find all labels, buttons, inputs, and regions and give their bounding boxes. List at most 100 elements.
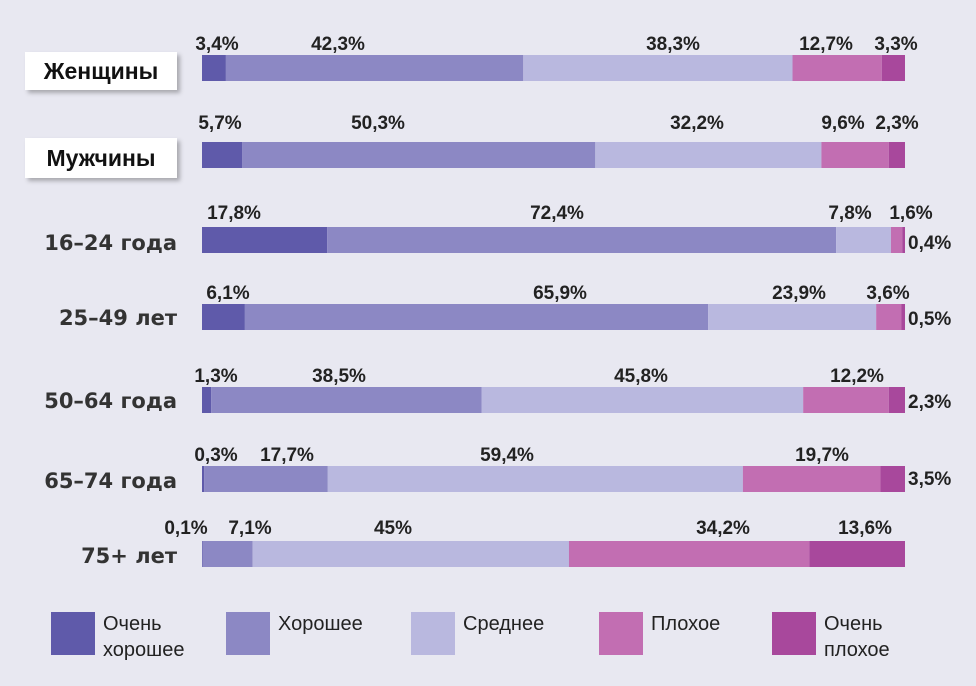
bar-segment: [902, 227, 905, 253]
data-label: 17,7%: [260, 445, 314, 466]
chart-rows: Женщины 3,4% 42,3% 38,3% 12,7% 3,3% Мужчины 5,7…: [25, 34, 951, 568]
data-label: 17,8%: [207, 203, 261, 224]
data-label: 38,5%: [312, 366, 366, 387]
bar-segment: [202, 541, 253, 567]
data-label: 3,4%: [195, 34, 238, 55]
bar-segment: [742, 466, 881, 492]
chart-legend: Очень хорошее Хорошее Среднее Плохое Очень пло…: [51, 612, 890, 661]
bar-segment: [202, 304, 245, 330]
data-label: 12,7%: [799, 34, 853, 55]
bar-segment: [202, 541, 203, 567]
legend-label: плохое: [824, 639, 890, 661]
chart-row: 65–74 года 0,3% 17,7% 59,4% 19,7% 3,5%: [44, 445, 951, 493]
chart-row: Мужчины 5,7% 50,3% 32,2% 9,6% 2,3%: [25, 113, 919, 178]
chart-row: 25–49 лет 6,1% 65,9% 23,9% 3,6% 0,5%: [59, 283, 951, 330]
data-label: 6,1%: [206, 283, 249, 304]
data-label: 12,2%: [830, 366, 884, 387]
legend-item: Плохое: [599, 612, 720, 655]
row-label: 25–49 лет: [59, 306, 178, 330]
bar-segment: [327, 466, 743, 492]
legend-label: Хорошее: [278, 613, 363, 635]
data-label: 1,3%: [194, 366, 237, 387]
bar-segment: [202, 466, 205, 492]
bar-segment: [821, 142, 889, 168]
legend-label: Среднее: [463, 613, 544, 635]
bar-segment: [881, 55, 905, 81]
bar-segment: [888, 387, 905, 413]
bar-segment: [836, 227, 891, 253]
bar-segment: [792, 55, 882, 81]
data-label: 72,4%: [530, 203, 584, 224]
legend-item: Среднее: [411, 612, 544, 655]
legend-label: хорошее: [103, 639, 184, 661]
legend-swatch: [772, 612, 816, 655]
row-label: Женщины: [43, 58, 159, 84]
data-label: 38,3%: [646, 34, 700, 55]
legend-swatch: [51, 612, 95, 655]
chart-row: 50–64 года 1,3% 38,5% 45,8% 12,2% 2,3%: [44, 366, 951, 413]
bar-segment: [242, 142, 596, 168]
data-label: 0,3%: [194, 445, 237, 466]
data-label: 32,2%: [670, 113, 724, 134]
chart-row: 75+ лет 0,1% 7,1% 45% 34,2% 13,6%: [81, 518, 905, 568]
data-label: 5,7%: [198, 113, 241, 134]
data-label: 34,2%: [696, 518, 750, 539]
bar-segment: [901, 304, 906, 330]
data-label: 2,3%: [875, 113, 918, 134]
row-label: Мужчины: [47, 145, 156, 171]
data-label: 7,8%: [828, 203, 871, 224]
bar-segment: [202, 387, 212, 413]
bar-segment: [708, 304, 877, 330]
bar-segment: [202, 142, 243, 168]
data-label: 19,7%: [795, 445, 849, 466]
data-label: 1,6%: [889, 203, 932, 224]
bar-segment: [202, 55, 226, 81]
data-label: 42,3%: [311, 34, 365, 55]
bar-segment: [244, 304, 709, 330]
data-label: 0,4%: [908, 233, 951, 254]
bar-segment: [888, 142, 905, 168]
data-label: 3,3%: [874, 34, 917, 55]
data-label: 65,9%: [533, 283, 587, 304]
data-label: 3,6%: [866, 283, 909, 304]
chart-row: Женщины 3,4% 42,3% 38,3% 12,7% 3,3%: [25, 34, 918, 90]
legend-label: Плохое: [651, 613, 720, 635]
row-label-box: [25, 52, 177, 90]
bar-segment: [568, 541, 810, 567]
bar-segment: [481, 387, 804, 413]
row-label: 75+ лет: [81, 544, 178, 568]
row-label-box: [25, 138, 177, 178]
data-label: 3,5%: [908, 469, 951, 490]
bar-segment: [876, 304, 902, 330]
data-label: 9,6%: [821, 113, 864, 134]
row-label: 50–64 года: [44, 389, 177, 413]
data-label: 45%: [374, 518, 412, 539]
legend-label: Очень: [824, 613, 883, 635]
bar-segment: [809, 541, 905, 567]
bar-segment: [890, 227, 903, 253]
legend-item: Хорошее: [226, 612, 363, 655]
legend-swatch: [226, 612, 270, 655]
bar-segment: [252, 541, 569, 567]
data-label: 13,6%: [838, 518, 892, 539]
bar-segment: [880, 466, 905, 492]
data-label: 7,1%: [228, 518, 271, 539]
row-label: 16–24 года: [44, 231, 177, 255]
bar-segment: [327, 227, 837, 253]
data-label: 23,9%: [772, 283, 826, 304]
legend-label: Очень: [103, 613, 162, 635]
data-label: 59,4%: [480, 445, 534, 466]
bar-segment: [202, 227, 328, 253]
legend-swatch: [599, 612, 643, 655]
data-label: 45,8%: [614, 366, 668, 387]
data-label: 0,5%: [908, 309, 951, 330]
legend-swatch: [411, 612, 455, 655]
bar-segment: [803, 387, 889, 413]
chart-row: 16–24 года 17,8% 72,4% 7,8% 1,6% 0,4%: [44, 203, 951, 255]
data-label: 0,1%: [164, 518, 207, 539]
bar-segment: [523, 55, 793, 81]
legend-item: Очень хорошее: [51, 612, 184, 661]
bar-segment: [211, 387, 482, 413]
data-label: 2,3%: [908, 392, 951, 413]
